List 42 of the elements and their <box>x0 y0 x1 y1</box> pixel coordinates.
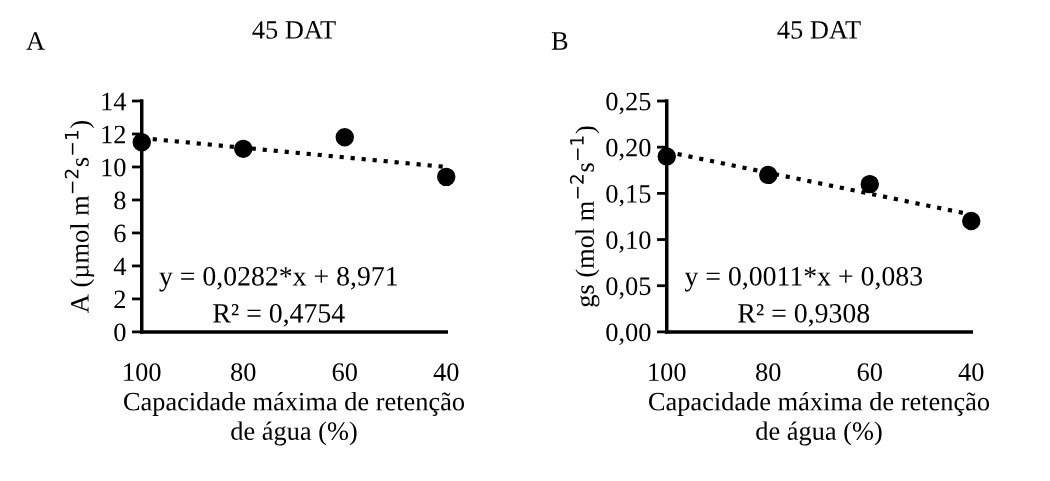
y-tick-label: 0,25 <box>606 92 651 115</box>
text: A <box>26 32 45 50</box>
y-axis-title: A (µmol m$^{−2}$s$^{−1}$) <box>64 121 95 313</box>
annotation: R² = 0,9308 <box>738 303 870 327</box>
point <box>759 165 778 185</box>
x-tick-label: 80 <box>756 363 781 382</box>
x-tick-label: 100 <box>124 363 161 382</box>
annotation: y = 0,0011*x + 0,083 <box>684 266 922 292</box>
point <box>234 139 253 159</box>
y-tick-label: 6 <box>114 224 126 243</box>
x-tick-label: 40 <box>958 363 984 382</box>
y-tick-label: 2 <box>114 290 126 309</box>
x-tick-label: 80 <box>231 363 256 382</box>
chart-title: 45 DAT <box>252 21 336 39</box>
point <box>335 128 354 147</box>
x-tick-label: 60 <box>332 363 357 382</box>
y-tick-label: 0 <box>114 323 126 342</box>
point <box>657 147 676 166</box>
y-tick-label: 0,05 <box>606 277 651 299</box>
annotation: y = 0,0282*x + 8,971 <box>159 266 397 292</box>
x-axis-title: Capacidade máxima de retenção de água (%) <box>649 391 990 446</box>
y-tick-label: 0,15 <box>606 184 651 207</box>
point <box>962 211 981 231</box>
y-tick-label: 4 <box>113 257 127 276</box>
y-tick-label: 14 <box>102 92 127 111</box>
text: B <box>551 32 568 50</box>
x-tick-label: 40 <box>433 363 459 382</box>
y-tick-label: 0,00 <box>606 323 651 346</box>
annotation: R² = 0,4754 <box>213 303 345 327</box>
y-tick-label: 0,10 <box>606 231 651 253</box>
y-tick-label: 8 <box>114 191 126 210</box>
x-tick-label: 100 <box>649 363 686 382</box>
x-axis-title: Capacidade máxima de retenção de água (%) <box>124 391 465 446</box>
y-tick-label: 12 <box>102 125 126 144</box>
y-tick-label: 0,20 <box>606 138 651 161</box>
y-axis-title: gs (mol m$^{−2}$s$^{−1}$) <box>569 126 600 307</box>
y-tick-label: 10 <box>102 158 126 177</box>
point <box>860 174 879 194</box>
chart-title: 45 DAT <box>777 21 861 39</box>
point <box>437 167 456 187</box>
x-tick-label: 60 <box>857 363 882 382</box>
point <box>132 133 151 152</box>
